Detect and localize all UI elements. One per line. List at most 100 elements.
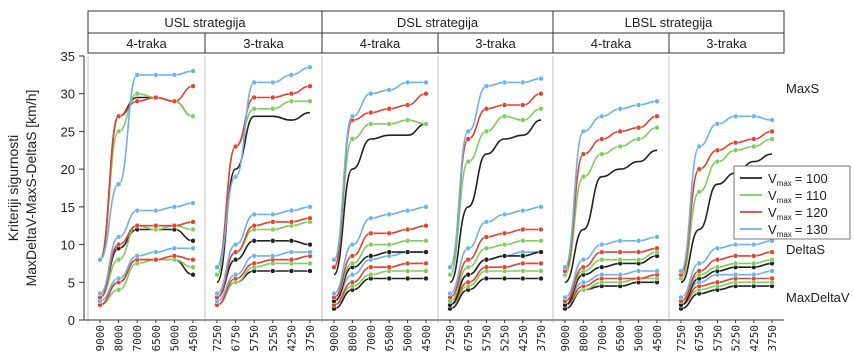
data-point-130-maxs — [635, 102, 642, 108]
x-tick-label: 6750 — [693, 325, 706, 352]
data-point-110-maxs — [214, 272, 220, 278]
data-point-110-deltas — [520, 238, 526, 244]
data-point-110-maxs — [714, 158, 721, 165]
data-point-100-deltas — [190, 238, 196, 244]
data-point-130-maxs — [714, 121, 721, 127]
data-point-100-deltas — [538, 249, 544, 255]
data-point-100-maxdeltav — [307, 268, 313, 274]
data-point-120-maxs — [368, 109, 374, 116]
data-point-100-maxdeltav — [404, 275, 411, 282]
x-tick-label: 9000 — [94, 325, 107, 352]
data-point-110-deltas — [599, 257, 605, 263]
data-point-120-maxdeltav — [538, 260, 544, 267]
data-point-110-maxs — [654, 125, 660, 131]
data-point-100-maxdeltav — [501, 275, 508, 282]
data-point-120-maxs — [732, 140, 739, 146]
data-point-120-deltas — [386, 230, 392, 236]
x-tick-label: 4250 — [517, 325, 530, 352]
data-point-130-deltas — [115, 234, 122, 240]
data-point-130-deltas — [423, 204, 429, 210]
data-point-130-maxs — [307, 64, 313, 70]
data-point-130-deltas — [171, 204, 178, 210]
data-point-100-maxdeltav — [520, 275, 526, 282]
x-tick-label: 4250 — [285, 325, 298, 352]
data-point-130-maxs — [562, 264, 568, 270]
data-point-120-maxdeltav — [635, 275, 642, 282]
data-point-130-maxdeltav — [732, 272, 739, 278]
data-point-100-deltas — [232, 257, 239, 263]
x-tick-label: 7250 — [675, 325, 688, 352]
y-tick-label: 20 — [61, 162, 75, 177]
data-point-100-maxdeltav — [270, 268, 276, 274]
panel — [552, 56, 660, 323]
data-point-130-maxdeltav — [751, 272, 757, 278]
data-point-130-maxs — [501, 79, 508, 86]
data-point-130-maxs — [599, 113, 605, 119]
legend-entry-label: Vmax = 100 — [768, 171, 828, 188]
data-point-130-maxs — [580, 128, 587, 135]
data-point-110-maxdeltav — [307, 260, 313, 267]
data-point-120-maxdeltav — [714, 279, 721, 285]
lane-header-label: 3-traka — [243, 36, 284, 51]
data-point-130-deltas — [447, 290, 453, 297]
series-line-100-maxs — [449, 119, 542, 284]
series-line-120-deltas — [333, 224, 427, 299]
data-point-130-maxdeltav — [288, 249, 295, 255]
x-tick-label: 5250 — [267, 325, 280, 352]
x-tick-label: 8000 — [346, 325, 359, 352]
data-point-110-deltas — [501, 241, 508, 248]
x-tick-label: 7250 — [211, 325, 224, 352]
data-point-100-maxdeltav — [483, 275, 490, 282]
data-point-100-deltas — [270, 238, 276, 244]
data-point-120-maxs — [714, 147, 721, 153]
data-point-130-maxs — [465, 128, 471, 135]
data-point-130-maxdeltav — [134, 253, 140, 259]
data-point-130-maxs — [115, 181, 122, 187]
data-point-120-maxdeltav — [171, 253, 178, 259]
data-point-120-maxdeltav — [501, 264, 508, 270]
data-point-120-maxdeltav — [251, 260, 257, 267]
data-point-130-deltas — [751, 241, 757, 248]
data-point-120-deltas — [423, 223, 429, 229]
data-point-120-deltas — [465, 257, 471, 263]
series-line-110-maxdeltav — [333, 270, 426, 306]
series-line-110-maxdeltav — [216, 262, 310, 306]
data-point-100-deltas — [520, 253, 526, 259]
data-point-130-maxdeltav — [769, 268, 775, 274]
data-point-110-maxs — [134, 91, 140, 97]
series-line-110-maxs — [99, 92, 194, 261]
data-point-110-maxs — [732, 147, 739, 153]
series-line-100-maxs — [564, 149, 658, 284]
data-point-120-deltas — [617, 249, 623, 255]
data-point-120-maxs — [404, 102, 411, 108]
data-point-130-deltas — [153, 207, 159, 214]
data-point-110-maxs — [617, 143, 623, 150]
x-tick-label: 5250 — [730, 325, 743, 352]
x-tick-label: 6500 — [614, 325, 627, 352]
data-point-120-maxs — [538, 91, 544, 97]
data-point-120-deltas — [171, 223, 178, 229]
data-point-120-maxs — [599, 136, 605, 142]
data-point-130-deltas — [678, 294, 684, 301]
series-line-100-maxs — [680, 153, 773, 284]
data-point-100-deltas — [483, 257, 490, 263]
data-point-120-deltas — [751, 253, 757, 259]
data-point-130-maxs — [134, 72, 140, 78]
data-point-130-maxs — [232, 174, 239, 180]
x-tick-label: 4250 — [748, 325, 761, 352]
data-point-130-maxs — [483, 83, 490, 89]
x-tick-label: 5000 — [168, 325, 181, 352]
curve-annotations: MaxS DeltaS MaxDeltaV — [786, 81, 850, 305]
data-point-110-deltas — [404, 238, 411, 244]
annotation-maxdeltav: MaxDeltaV — [786, 290, 850, 305]
data-point-110-maxs — [368, 121, 374, 127]
data-point-120-deltas — [520, 226, 526, 233]
data-point-130-deltas — [538, 204, 544, 210]
data-point-110-maxs — [483, 128, 490, 135]
data-point-130-maxs — [349, 113, 356, 119]
data-point-120-maxdeltav — [288, 257, 295, 263]
data-point-130-maxs — [696, 143, 702, 150]
lane-header-label: 3-traka — [706, 36, 747, 51]
data-point-130-deltas — [307, 204, 313, 210]
